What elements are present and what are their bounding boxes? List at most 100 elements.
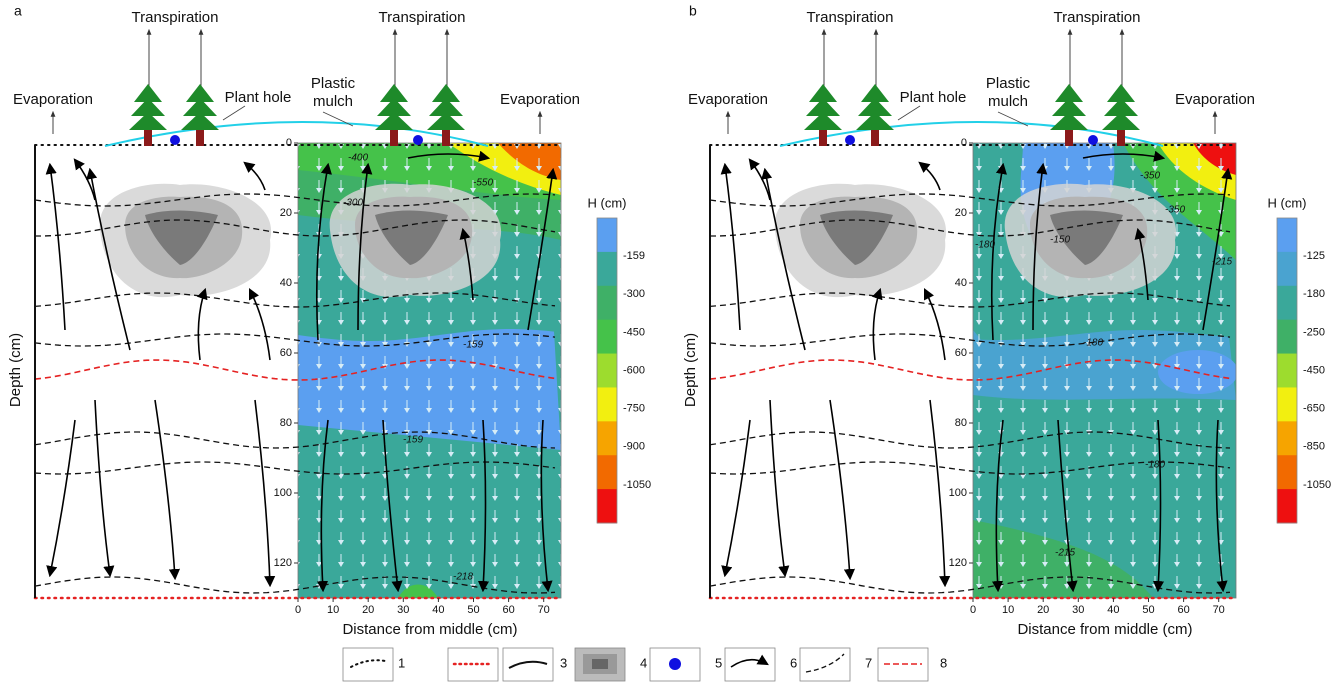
mulch-leader: [997, 111, 1029, 127]
flow-arrow: [871, 287, 883, 361]
tree-crown: [429, 98, 463, 116]
tree-crown: [186, 84, 214, 102]
legend-symbol: [669, 658, 681, 670]
flow-arrow: [1032, 162, 1048, 331]
colorbar-segment: [1277, 421, 1297, 456]
flow-arrow: [243, 161, 266, 191]
contour-label: -350: [1165, 205, 1185, 216]
x-tick-label: 40: [1107, 604, 1119, 616]
trunk: [390, 126, 398, 146]
y-tick-label: 100: [949, 487, 967, 499]
legend-symbol: [805, 653, 845, 673]
legend-label: 4: [640, 655, 647, 670]
colorbar-segment: [597, 353, 617, 388]
flow-arrow: [382, 419, 403, 593]
colorbar-tick-label: -250: [1303, 326, 1325, 338]
flow-arrow: [248, 287, 271, 361]
transpiration-label: Transpiration: [132, 9, 219, 26]
x-tick-label: 0: [970, 604, 976, 616]
trunk: [819, 126, 827, 146]
equipotential-line: [34, 576, 556, 594]
legend-item: 2: [447, 647, 512, 682]
legend-label: 5: [715, 655, 722, 670]
colorbar-title: H (cm): [1268, 195, 1307, 210]
equipotential-line: [709, 431, 1231, 449]
panel-label: a: [14, 3, 22, 19]
colorbar-segment: [1277, 387, 1297, 422]
trunk: [1117, 126, 1125, 146]
root-zone-boundary: [709, 359, 1231, 381]
equipotential-line: [709, 292, 1231, 308]
equipotential-line: [34, 219, 556, 237]
equipotential-line: [34, 431, 556, 449]
x-tick-label: 70: [1213, 604, 1225, 616]
colorbar-segment: [597, 218, 617, 253]
colorbar-segment: [1277, 218, 1297, 253]
wetted-zone-inner: [145, 210, 218, 265]
tree-crown: [129, 112, 167, 130]
flow-arrow: [829, 399, 856, 581]
flow-arrow: [991, 419, 1004, 593]
tree-crown: [183, 98, 217, 116]
x-tick-label: 60: [502, 604, 514, 616]
plant-hole: [845, 135, 855, 145]
mulch-label: Plastic: [986, 75, 1031, 92]
contour-label: -150: [1050, 235, 1070, 246]
flow-arrow: [769, 399, 790, 578]
x-tick-label: 20: [362, 604, 374, 616]
legend-label: 3: [560, 655, 567, 670]
x-tick-label: 70: [538, 604, 550, 616]
tree-crown: [804, 112, 842, 130]
colorbar-tick-label: -180: [1303, 288, 1325, 300]
flow-arrow: [254, 399, 276, 588]
plant-hole: [1088, 135, 1098, 145]
colorbar-tick-label: -1050: [623, 479, 651, 491]
colorbar-tick-label: -450: [623, 326, 645, 338]
colorbar-tick-label: -750: [623, 403, 645, 415]
equipotential-line: [709, 333, 1231, 347]
x-tick-label: 50: [1142, 604, 1154, 616]
flow-arrow: [1057, 419, 1078, 593]
wetted-zone-inner: [1050, 210, 1123, 265]
y-tick-label: 20: [955, 207, 967, 219]
equipotential-line: [34, 193, 556, 207]
tree-crown: [1050, 112, 1088, 130]
equipotential-line: [34, 333, 556, 347]
colorbar-segment: [1277, 455, 1297, 490]
legend-box: [799, 647, 851, 682]
plant-hole-leader: [222, 105, 246, 121]
x-tick-label: 50: [467, 604, 479, 616]
tree-crown: [806, 98, 840, 116]
tree-crown: [432, 84, 460, 102]
colorbar-frame: [596, 217, 618, 524]
colorbar-tick-label: -300: [623, 288, 645, 300]
flow-arrow: [45, 162, 66, 331]
flow-arrow: [1134, 227, 1149, 301]
contour-label: -400: [348, 153, 368, 164]
transpiration-label: Transpiration: [807, 9, 894, 26]
x-tick-label: 30: [397, 604, 409, 616]
colorbar-tick-label: -900: [623, 441, 645, 453]
flow-arrow: [748, 158, 771, 201]
flow-arrow: [540, 419, 553, 593]
flow-arrow: [477, 419, 490, 593]
tree-crown: [1107, 84, 1135, 102]
legend-item: 1: [342, 647, 405, 682]
flow-arrow: [46, 419, 76, 578]
equipotential-line: [709, 193, 1231, 207]
x-tick-label: 0: [295, 604, 301, 616]
flow-arrow: [154, 399, 181, 581]
x-tick-label: 10: [1002, 604, 1014, 616]
colorbar-segment: [597, 285, 617, 321]
flow-arrow: [1215, 419, 1228, 593]
plant-hole: [170, 135, 180, 145]
tree-crown: [861, 84, 889, 102]
colorbar-segment: [1277, 251, 1297, 287]
legend-label: 8: [940, 655, 947, 670]
evaporation-label: Evaporation: [500, 91, 580, 108]
contour-label: -550: [473, 178, 493, 189]
evaporation-label: Evaporation: [688, 91, 768, 108]
flow-arrow: [357, 162, 373, 331]
tree-crown: [856, 112, 894, 130]
